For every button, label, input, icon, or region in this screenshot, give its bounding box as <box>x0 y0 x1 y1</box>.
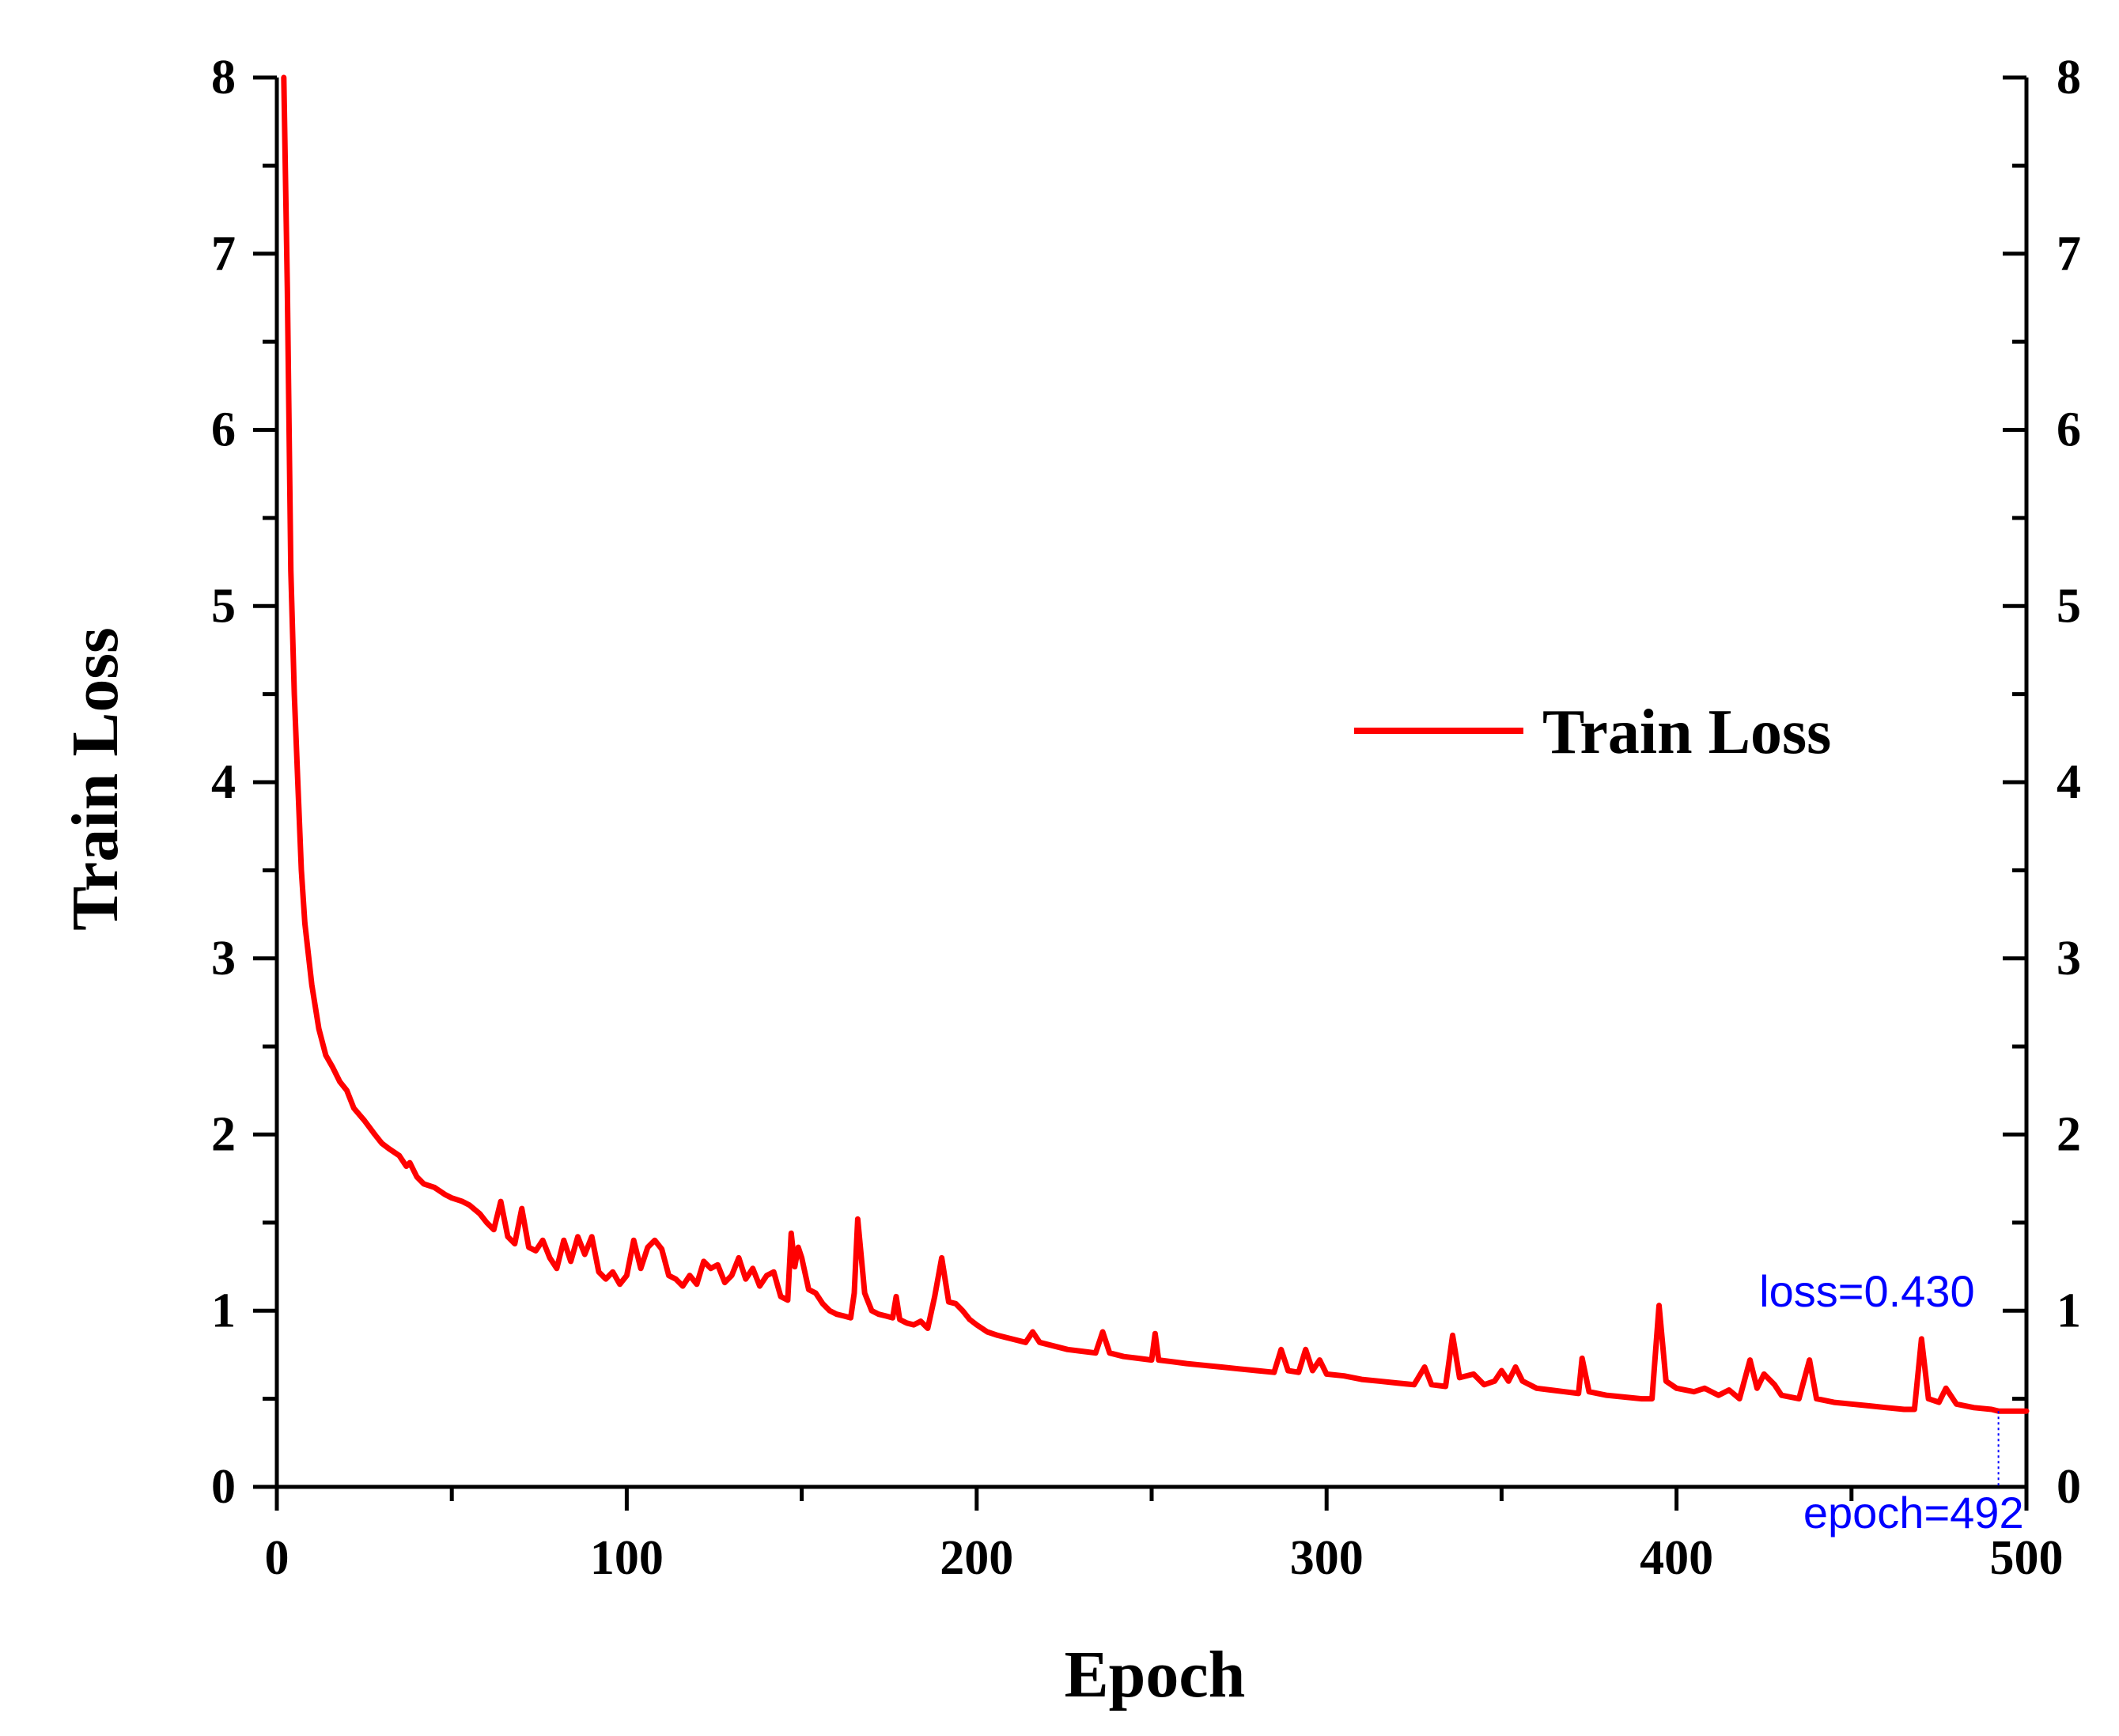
y-tick-label-right: 7 <box>2057 227 2081 281</box>
x-tick-label: 300 <box>1290 1531 1364 1585</box>
y-tick-label-left: 6 <box>211 403 236 457</box>
y-tick-label-left: 8 <box>211 51 236 104</box>
x-tick-label: 0 <box>265 1531 289 1585</box>
x-tick-label: 200 <box>940 1531 1013 1585</box>
y-tick-label-left: 7 <box>211 227 236 281</box>
y-tick-label-right: 8 <box>2057 51 2081 104</box>
y-tick-label-right: 4 <box>2057 755 2081 809</box>
y-tick-label-left: 0 <box>211 1460 236 1514</box>
legend: Train Loss <box>1354 698 1831 767</box>
y-tick-label-left: 2 <box>211 1108 236 1162</box>
y-tick-label-left: 4 <box>211 755 236 809</box>
y-axis-title: Train Loss <box>59 627 132 931</box>
legend-label-train-loss: Train Loss <box>1542 698 1831 767</box>
y-tick-label-right: 5 <box>2057 579 2081 633</box>
x-tick-label: 500 <box>1990 1531 2064 1585</box>
y-tick-label-right: 6 <box>2057 403 2081 457</box>
ticks <box>253 75 2029 1511</box>
y-tick-label-right: 1 <box>2057 1284 2081 1337</box>
y-tick-label-right: 3 <box>2057 932 2081 985</box>
series-line-train-loss <box>281 74 2030 1414</box>
x-tick-label: 400 <box>1640 1531 1713 1585</box>
y-tick-label-left: 1 <box>211 1284 236 1337</box>
y-tick-label-left: 5 <box>211 579 236 633</box>
y-tick-label-right: 2 <box>2057 1108 2081 1162</box>
epoch-annotation: epoch=492 <box>1803 1488 2024 1537</box>
y-tick-label-left: 3 <box>211 932 236 985</box>
loss-annotation: loss=0.430 <box>1759 1266 1974 1316</box>
x-axis-title: Epoch <box>1065 1638 1246 1711</box>
y-tick-label-right: 0 <box>2057 1460 2081 1514</box>
x-tick-label: 100 <box>590 1531 664 1585</box>
